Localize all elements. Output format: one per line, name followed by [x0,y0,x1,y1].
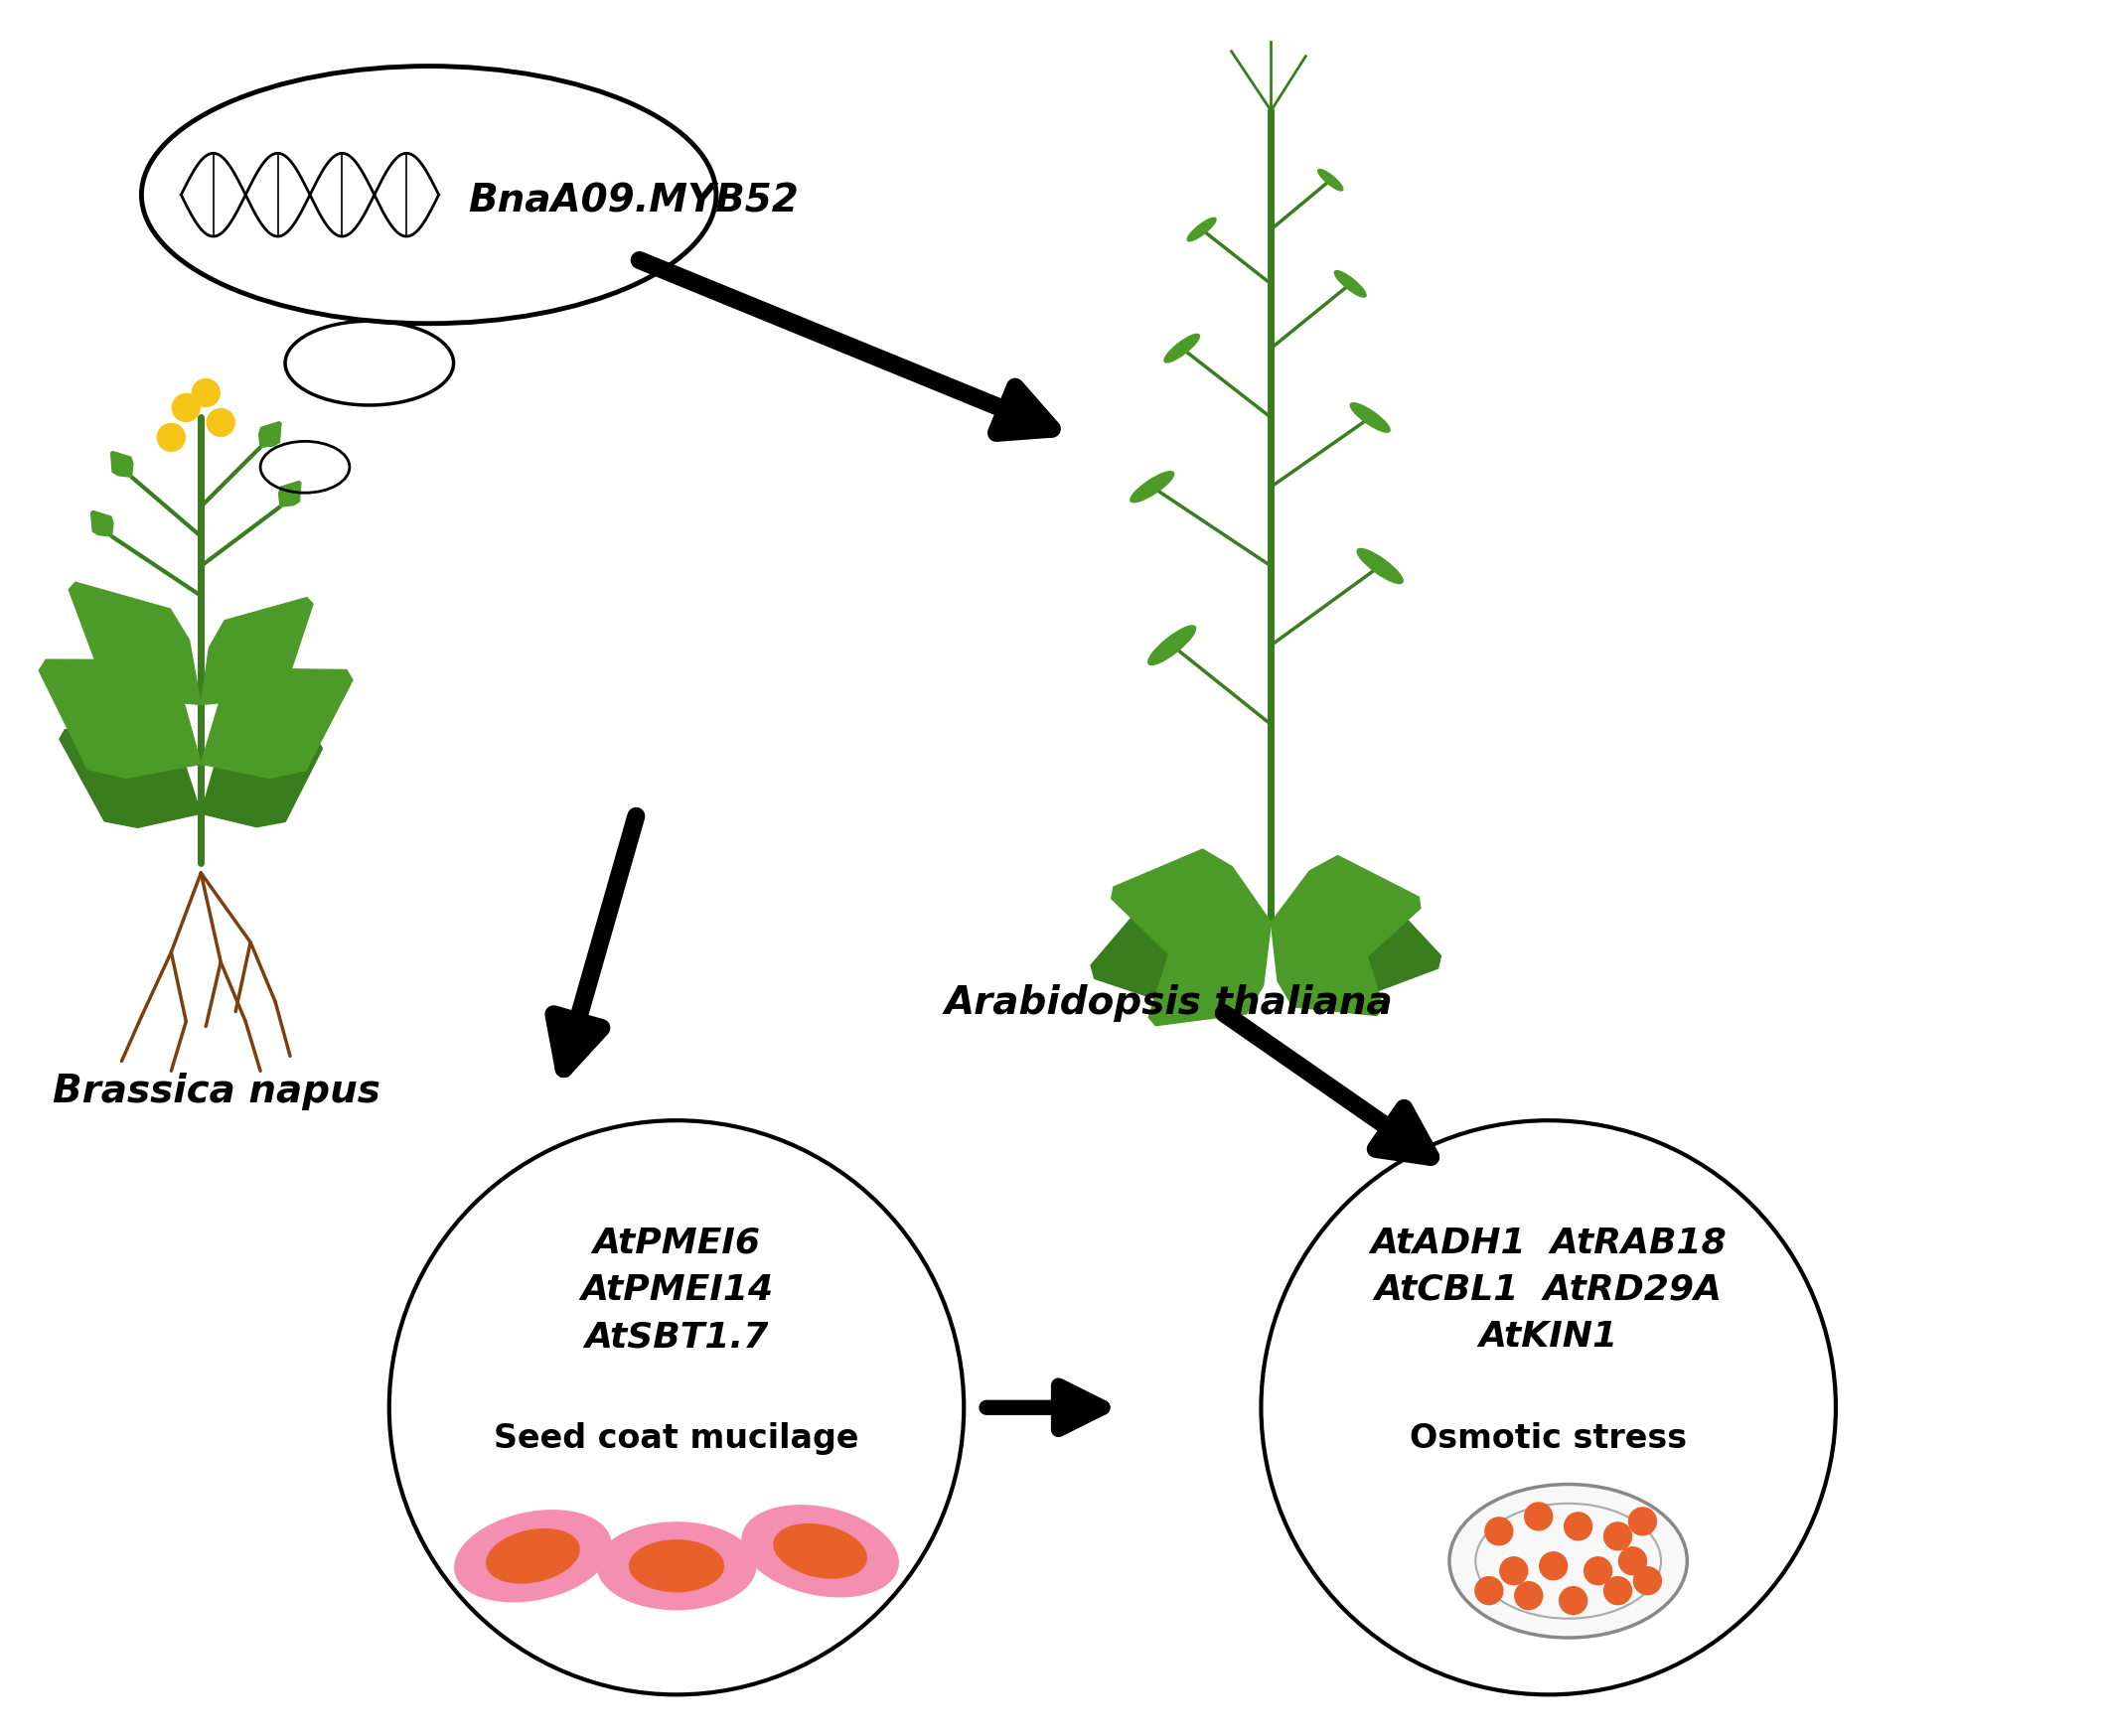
Text: AtPMEI6
AtPMEI14
AtSBT1.7: AtPMEI6 AtPMEI14 AtSBT1.7 [579,1226,774,1352]
Circle shape [192,380,220,408]
Polygon shape [201,668,353,779]
Circle shape [389,1121,964,1694]
Polygon shape [258,422,281,448]
Ellipse shape [1188,219,1216,241]
Polygon shape [1091,880,1271,1014]
Circle shape [156,424,186,451]
Polygon shape [1271,880,1442,1005]
Polygon shape [279,483,300,507]
Polygon shape [1148,918,1271,1026]
Circle shape [1501,1557,1528,1585]
Text: Osmotic stress: Osmotic stress [1410,1422,1687,1453]
Polygon shape [38,660,201,778]
Circle shape [1619,1547,1647,1575]
Ellipse shape [486,1529,579,1583]
Circle shape [1262,1121,1835,1694]
Ellipse shape [1131,472,1173,503]
Ellipse shape [1351,404,1389,432]
Circle shape [1628,1507,1657,1535]
Circle shape [1560,1587,1588,1614]
Circle shape [1476,1576,1503,1604]
Circle shape [1583,1557,1611,1585]
Polygon shape [201,599,313,705]
Ellipse shape [1317,170,1342,191]
Ellipse shape [455,1510,611,1602]
Polygon shape [201,736,321,828]
Ellipse shape [1148,627,1197,665]
Polygon shape [70,583,201,705]
Circle shape [1605,1576,1632,1604]
Ellipse shape [1450,1484,1687,1637]
Circle shape [1564,1512,1592,1540]
Ellipse shape [774,1524,867,1578]
Text: Brassica napus: Brassica napus [53,1073,381,1109]
Text: Arabidopsis thaliana: Arabidopsis thaliana [945,983,1393,1021]
Text: Seed coat mucilage: Seed coat mucilage [495,1422,858,1453]
Circle shape [171,394,201,422]
Circle shape [1484,1517,1514,1545]
Polygon shape [1271,856,1421,970]
Text: AtADH1  AtRAB18
AtCBL1  AtRD29A
AtKIN1: AtADH1 AtRAB18 AtCBL1 AtRD29A AtKIN1 [1370,1226,1727,1352]
Polygon shape [1112,849,1271,967]
Circle shape [207,410,235,437]
Circle shape [1539,1552,1566,1580]
Circle shape [1634,1568,1662,1595]
Text: BnaA09.MYB52: BnaA09.MYB52 [469,182,799,219]
Ellipse shape [742,1505,898,1597]
Ellipse shape [598,1522,757,1609]
Ellipse shape [1165,335,1199,363]
Polygon shape [91,512,114,536]
Circle shape [1516,1581,1543,1609]
Ellipse shape [1357,549,1404,583]
Polygon shape [59,727,201,828]
Polygon shape [1271,918,1383,1016]
Circle shape [1524,1503,1552,1531]
Ellipse shape [1334,271,1366,299]
Polygon shape [110,451,133,477]
Ellipse shape [630,1540,723,1592]
Circle shape [1605,1522,1632,1550]
